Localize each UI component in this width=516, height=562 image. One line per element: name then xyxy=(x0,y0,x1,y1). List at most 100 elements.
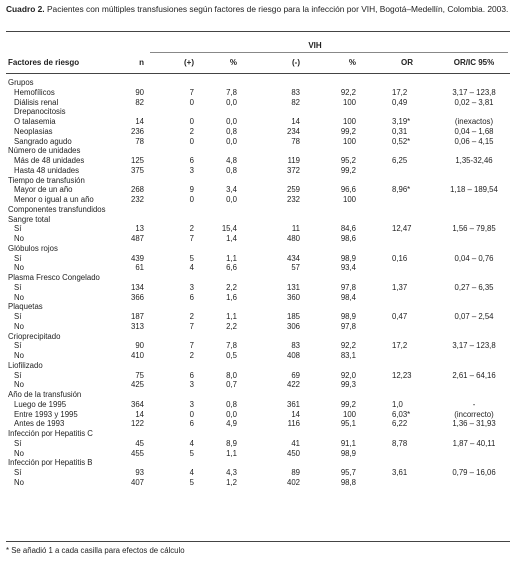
cell-pct-positive: 0,0 xyxy=(226,117,237,126)
cell-positive: 5 xyxy=(189,253,194,263)
row-label: Sí xyxy=(14,438,22,448)
cell-or: 3,61 xyxy=(392,468,408,477)
row-label: Diálisis renal xyxy=(14,97,59,107)
table-section-row: Sangre total xyxy=(0,215,516,225)
cell-pct-negative: 95,2 xyxy=(340,156,356,165)
cell-negative: 185 xyxy=(286,312,300,321)
cell-pct-positive: 0,8 xyxy=(226,165,237,175)
cell-pct-negative: 96,6 xyxy=(340,185,356,195)
cell-negative: 83 xyxy=(291,341,300,351)
cell-pct-negative: 100 xyxy=(342,195,356,204)
cell-or-ic: 0,07 – 2,54 xyxy=(454,312,494,321)
cell-negative: 232 xyxy=(286,195,300,204)
table-row: Luego de 1995 364 3 0,8 361 99,2 1,0 - xyxy=(0,400,516,410)
cell-negative: 83 xyxy=(291,87,300,97)
cell-pct-positive: 2,2 xyxy=(226,282,237,292)
row-label: Antes de 1993 xyxy=(14,419,65,429)
cell-negative: 306 xyxy=(286,321,300,331)
cell-n: 82 xyxy=(135,97,144,107)
cell-n: 13 xyxy=(135,224,144,234)
row-label: Más de 48 unidades xyxy=(14,156,85,165)
cell-pct-positive: 0,0 xyxy=(226,409,237,419)
bottom-rule xyxy=(6,541,510,542)
cell-positive: 6 xyxy=(189,370,194,380)
col-header-n: n xyxy=(139,58,144,67)
cell-positive: 3 xyxy=(189,380,194,390)
table-row: Sí 45 4 8,9 41 91,1 8,78 1,87 – 40,11 xyxy=(0,439,516,449)
cell-positive: 2 xyxy=(189,126,194,136)
cell-positive: 2 xyxy=(189,312,194,321)
caption-text: Pacientes con múltiples transfusiones se… xyxy=(46,4,509,14)
cell-pct-positive: 7,8 xyxy=(226,341,237,351)
cell-pct-positive: 2,2 xyxy=(226,321,237,331)
cell-n: 14 xyxy=(135,117,144,126)
cell-pct-negative: 98,9 xyxy=(340,448,356,458)
cell-negative: 450 xyxy=(286,448,300,458)
cell-pct-negative: 98,9 xyxy=(340,312,356,321)
cell-pct-positive: 0,7 xyxy=(226,380,237,390)
cell-negative: 82 xyxy=(291,97,300,107)
cell-pct-positive: 8,0 xyxy=(226,370,237,380)
top-rule xyxy=(6,31,510,32)
cell-n: 125 xyxy=(130,156,144,165)
cell-pct-negative: 99,2 xyxy=(340,399,356,409)
cell-positive: 5 xyxy=(189,448,194,458)
row-label: Entre 1993 y 1995 xyxy=(14,409,78,419)
cell-or-ic: 1,35-32,46 xyxy=(455,156,493,165)
table-section-row: Liofilizado xyxy=(0,361,516,371)
row-label: Infección por Hepatitis C xyxy=(8,429,93,438)
cell-negative: 360 xyxy=(286,292,300,302)
cell-or-ic: (incorrecto) xyxy=(454,409,494,419)
cell-pct-negative: 97,8 xyxy=(340,321,356,331)
cell-n: 313 xyxy=(130,321,144,331)
cell-or: 3,19* xyxy=(392,117,411,126)
table-row: Sí 75 6 8,0 69 92,0 12,23 2,61 – 64,16 xyxy=(0,371,516,381)
table-row: Antes de 1993 122 6 4,9 116 95,1 6,22 1,36 – 31… xyxy=(0,419,516,429)
cell-negative: 408 xyxy=(286,351,300,360)
table-row: Entre 1993 y 1995 14 0 0,0 14 100 6,03* (incorr… xyxy=(0,410,516,420)
cell-or-ic: 3,17 – 123,8 xyxy=(452,87,496,97)
row-label: Número de unidades xyxy=(8,146,81,156)
row-label: Sí xyxy=(14,341,22,351)
cell-positive: 4 xyxy=(189,263,194,273)
table-row: Sangrado agudo 78 0 0,0 78 100 0,52* 0,06 – 4,1… xyxy=(0,137,516,147)
cell-negative: 234 xyxy=(286,126,300,136)
row-label: Hasta 48 unidades xyxy=(14,165,80,175)
cell-negative: 372 xyxy=(286,165,300,175)
row-label: Plaquetas xyxy=(8,302,43,312)
cell-pct-positive: 0,0 xyxy=(226,136,237,146)
row-label: No xyxy=(14,351,24,360)
col-header-negative: (-) xyxy=(292,58,300,67)
row-label: No xyxy=(14,263,24,273)
row-label: Luego de 1995 xyxy=(14,399,67,409)
cell-pct-negative: 98,8 xyxy=(340,477,356,487)
cell-or-ic: 3,17 – 123,8 xyxy=(452,341,496,351)
table-section-row: Número de unidades xyxy=(0,146,516,156)
cell-positive: 9 xyxy=(189,185,194,195)
cell-or: 0,16 xyxy=(392,253,408,263)
table-row: No 410 2 0,5 408 83,1 xyxy=(0,351,516,361)
cell-or: 1,0 xyxy=(392,399,403,409)
cell-or-ic: - xyxy=(472,399,476,409)
cell-positive: 3 xyxy=(189,282,194,292)
row-label: Componentes transfundidos xyxy=(8,204,106,214)
row-label: No xyxy=(14,234,24,243)
cell-or: 8,96* xyxy=(392,185,411,195)
table-row: Hasta 48 unidades 375 3 0,8 372 99,2 xyxy=(0,166,516,176)
cell-positive: 2 xyxy=(189,351,194,360)
table-row: Menor o igual a un año 232 0 0,0 232 100 xyxy=(0,195,516,205)
row-label: Crioprecipitado xyxy=(8,331,61,341)
table-section-row: Infección por Hepatitis B xyxy=(0,458,516,468)
cell-negative: 119 xyxy=(287,156,300,165)
cell-n: 407 xyxy=(130,477,144,487)
cell-or-ic: 0,06 – 4,15 xyxy=(454,136,494,146)
cell-negative: 78 xyxy=(291,136,300,146)
row-label: No xyxy=(14,292,24,302)
cell-n: 93 xyxy=(135,468,144,477)
cell-or: 17,2 xyxy=(392,341,408,351)
col-header-positive: (+) xyxy=(184,58,194,67)
cell-pct-negative: 91,1 xyxy=(340,438,356,448)
cell-pct-negative: 92,2 xyxy=(340,87,356,97)
cell-negative: 480 xyxy=(286,234,300,243)
cell-positive: 6 xyxy=(189,156,194,165)
